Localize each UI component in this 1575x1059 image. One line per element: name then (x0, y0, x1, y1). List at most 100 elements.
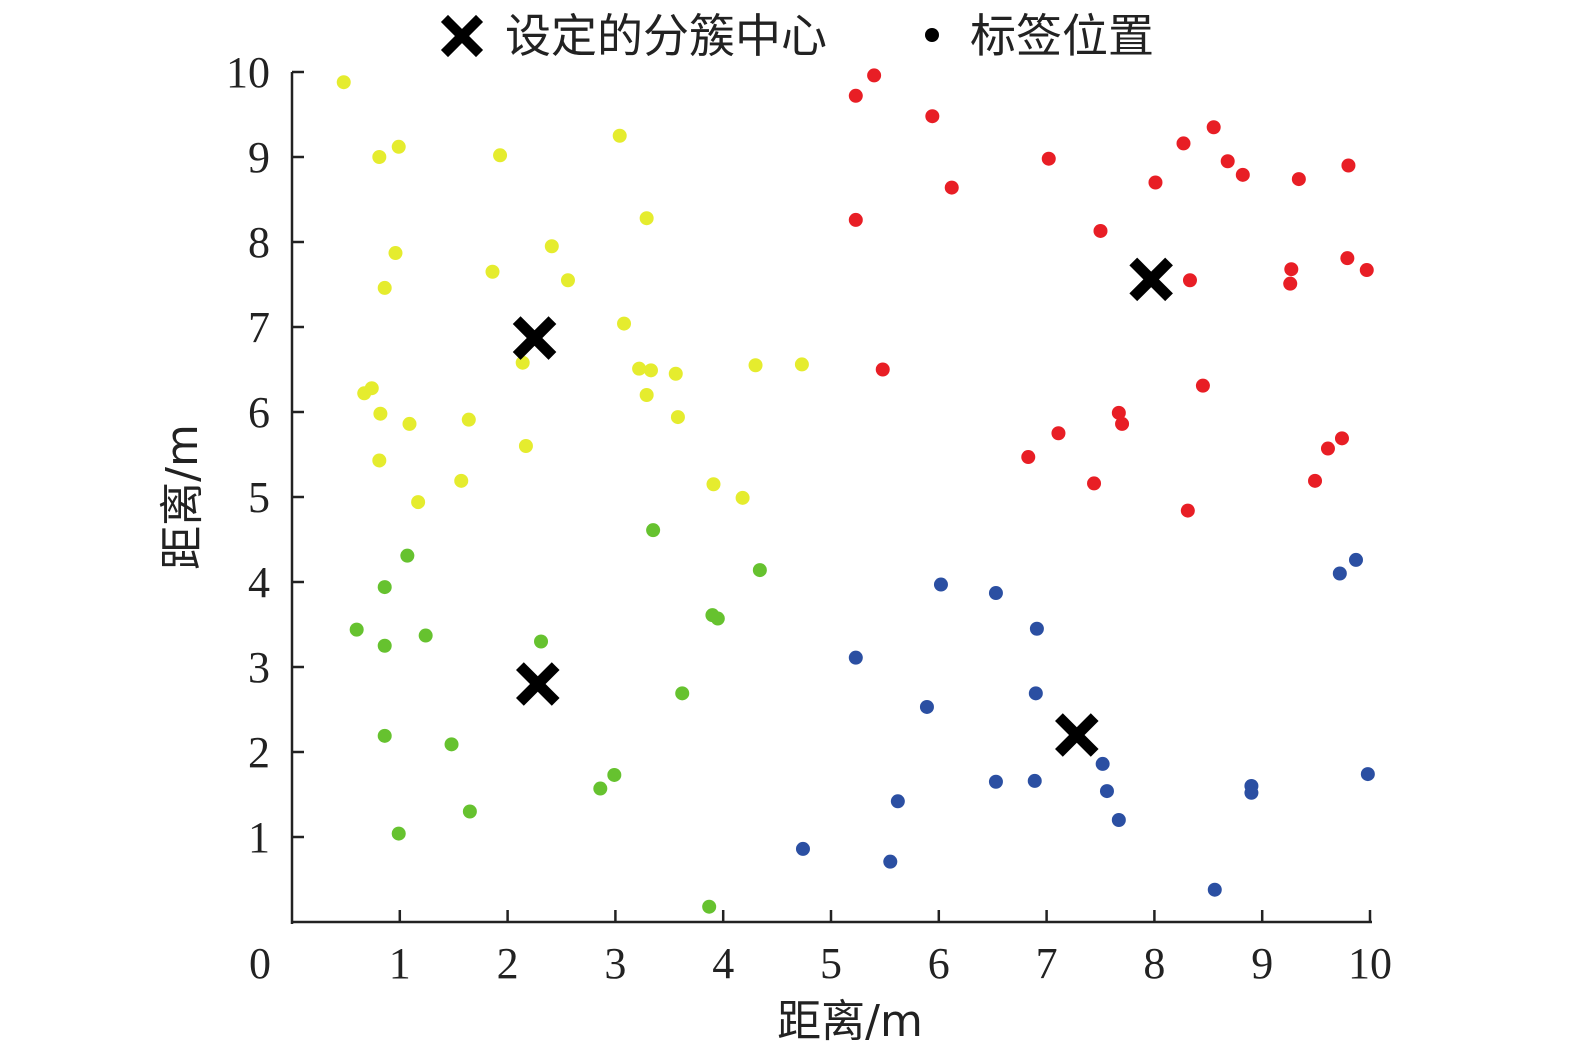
data-point (373, 406, 388, 421)
data-point (411, 495, 426, 510)
x-tick-label: 9 (1251, 939, 1273, 988)
data-point (925, 109, 940, 124)
data-point (988, 774, 1003, 789)
data-point (485, 264, 500, 279)
data-point (867, 68, 882, 83)
data-point (848, 650, 863, 665)
data-point (402, 416, 417, 431)
data-point (388, 246, 403, 261)
cluster-centers-layer (512, 257, 1173, 757)
y-tick-label: 6 (248, 388, 270, 437)
data-point (1320, 441, 1335, 456)
x-tick-label: 1 (389, 939, 411, 988)
y-tick-label: 4 (248, 558, 270, 607)
data-point (748, 358, 763, 373)
data-point (639, 388, 654, 402)
data-point (534, 634, 549, 649)
data-point (1340, 251, 1355, 266)
data-point (612, 128, 627, 143)
data-point (883, 854, 898, 869)
x-tick-label: 3 (604, 939, 626, 988)
data-point (646, 523, 661, 538)
data-point (1284, 262, 1299, 277)
cluster-center-marker (1129, 257, 1173, 302)
data-point (493, 148, 508, 163)
data-point (1207, 882, 1222, 897)
data-point (632, 361, 647, 376)
data-point (349, 622, 364, 637)
data-point (518, 439, 533, 453)
data-point (706, 477, 721, 492)
data-point (1115, 416, 1130, 431)
points-layer (336, 68, 1375, 914)
data-point (752, 563, 767, 578)
x-axis-title: 距离/m (777, 996, 923, 1047)
axes (290, 72, 1372, 924)
data-point (544, 239, 559, 254)
x-tick-label: 2 (497, 939, 519, 988)
data-point (1180, 503, 1195, 518)
data-point (933, 577, 948, 592)
y-tick-label: 7 (248, 303, 270, 352)
data-point (848, 88, 863, 103)
data-point (461, 412, 476, 427)
data-point (1359, 263, 1374, 278)
legend-label-cluster-center: 设定的分簇中心 (505, 9, 827, 63)
data-point (400, 548, 415, 563)
data-point (1348, 552, 1363, 567)
data-point (364, 381, 379, 396)
data-point (670, 410, 685, 425)
x-tick-label: 0 (249, 939, 271, 988)
y-ticks: 1 2 3 4 5 6 7 8 9 10 (226, 48, 304, 862)
x-tick-label: 4 (712, 939, 734, 988)
data-point (1051, 426, 1066, 441)
data-point (372, 453, 387, 468)
data-point (418, 628, 433, 643)
data-point (675, 686, 690, 701)
data-point (1235, 167, 1250, 182)
y-tick-label: 8 (248, 218, 270, 267)
data-point (848, 212, 863, 227)
x-tick-label: 8 (1143, 939, 1165, 988)
y-axis-title: 距离/m (157, 424, 208, 570)
y-tick-label: 9 (248, 133, 270, 182)
cluster-center-marker (1055, 713, 1099, 757)
data-point (391, 139, 406, 154)
data-point (1244, 785, 1259, 800)
data-point (1176, 136, 1191, 151)
y-tick-label: 2 (248, 728, 270, 777)
data-point (462, 804, 477, 819)
data-point (617, 316, 632, 331)
data-point (593, 781, 608, 796)
data-point (944, 180, 959, 195)
data-point (643, 363, 658, 378)
data-point (735, 490, 750, 505)
data-point (1029, 621, 1044, 636)
data-point (1206, 120, 1221, 135)
data-point (1360, 767, 1375, 782)
data-point (1182, 273, 1197, 288)
y-tick-label: 3 (248, 643, 270, 692)
data-point (1111, 813, 1126, 827)
x-tick-label: 7 (1036, 939, 1058, 988)
data-point (1334, 431, 1349, 446)
data-point (919, 699, 934, 714)
data-point (1332, 566, 1347, 581)
data-point (710, 611, 725, 626)
data-point (1341, 158, 1356, 173)
data-point (1220, 154, 1235, 169)
data-point (795, 841, 810, 856)
x-tick-label: 5 (820, 939, 842, 988)
cluster-center-marker (512, 316, 557, 360)
data-point (607, 767, 622, 782)
data-point (1027, 773, 1042, 788)
data-point (702, 899, 717, 914)
y-tick-label: 5 (248, 473, 270, 522)
data-point (668, 366, 683, 381)
legend: 设定的分簇中心 标签位置 (440, 9, 1154, 63)
data-point (1099, 784, 1114, 799)
data-point (377, 580, 392, 595)
data-point (1095, 756, 1110, 771)
data-point (560, 273, 575, 288)
